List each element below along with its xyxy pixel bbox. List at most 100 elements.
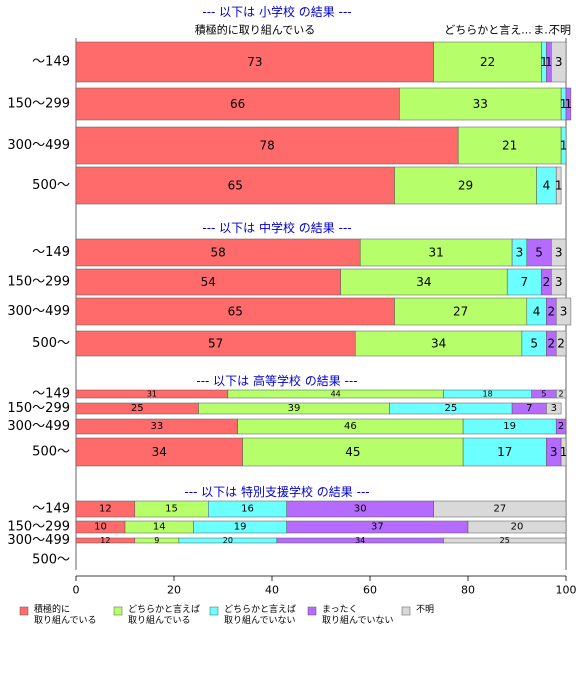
data-label: 30: [354, 504, 367, 515]
data-label: 1: [540, 55, 548, 69]
bar-segment: [457, 126, 562, 165]
bar-segment: [394, 166, 537, 205]
data-label: 17: [497, 445, 512, 459]
data-label: 2: [559, 390, 564, 399]
data-label: 44: [331, 390, 341, 399]
data-label: 2: [543, 275, 551, 289]
data-label: 33: [473, 97, 488, 111]
data-label: 7: [521, 275, 529, 289]
data-label: 15: [165, 504, 178, 515]
bar-segment: [526, 238, 552, 267]
data-label: 22: [480, 55, 495, 69]
data-label: 1: [560, 445, 568, 459]
data-label: 34: [355, 536, 365, 545]
data-label: 73: [247, 55, 262, 69]
data-label: 58: [210, 246, 225, 260]
data-label: 3: [516, 246, 524, 260]
data-label: 1: [545, 55, 553, 69]
bar-segment: [433, 500, 567, 518]
x-tick-label: 20: [167, 584, 181, 597]
bar-segment: [555, 297, 572, 326]
bar-segment: [75, 166, 395, 205]
bar-segment: [467, 520, 567, 534]
data-label: 3: [555, 55, 563, 69]
data-label: 3: [551, 403, 557, 414]
data-label: 20: [223, 536, 233, 545]
data-label: 12: [99, 504, 112, 515]
x-tick-label: 100: [556, 584, 577, 597]
bar-segment: [506, 268, 542, 296]
data-label: 37: [371, 522, 384, 533]
data-label: 2: [557, 337, 565, 351]
data-label: 12: [100, 536, 110, 545]
legend-label: どちらかと言えば: [224, 603, 296, 615]
data-label: 1: [560, 97, 568, 111]
data-label: 16: [241, 504, 254, 515]
data-label: 5: [535, 246, 543, 260]
legend-swatch: [113, 606, 123, 616]
category-label: 150～299: [7, 97, 70, 112]
data-label: 57: [208, 337, 223, 351]
category-label: 300～499: [7, 419, 70, 434]
top-label-col1: 積極的に取り組んでいる: [195, 23, 315, 37]
bar-segment: [75, 297, 395, 326]
bar-segment: [75, 238, 361, 267]
bar-segment: [555, 166, 562, 205]
category-label: ～149: [32, 245, 70, 260]
data-label: 2: [547, 305, 555, 319]
data-label: 7: [526, 403, 532, 414]
top-label-col4: 不明: [549, 24, 571, 37]
x-tick-label: 0: [73, 584, 80, 597]
data-label: 3: [550, 445, 558, 459]
category-label: 150～299: [7, 520, 70, 535]
data-label: 9: [154, 536, 159, 545]
legend-swatch: [19, 606, 29, 616]
top-label-col3: ま...: [533, 24, 555, 37]
legend-label: 取り組んでいない: [224, 614, 296, 626]
data-label: 2: [558, 421, 564, 432]
legend-label: 取り組んでいる: [128, 614, 191, 626]
data-label: 5: [530, 337, 538, 351]
data-label: 25: [131, 403, 144, 414]
data-label: 33: [150, 421, 163, 432]
bar-segment: [75, 41, 434, 83]
data-label: 10: [94, 522, 107, 533]
data-label: 31: [147, 390, 157, 399]
bar-segment: [565, 87, 572, 121]
legend-swatch: [209, 606, 219, 616]
data-label: 29: [458, 179, 473, 193]
panel-title: --- 以下は 高等学校 の結果 ---: [196, 373, 357, 388]
data-label: 34: [416, 275, 431, 289]
bar-segment: [555, 418, 567, 435]
bar-segment: [555, 389, 567, 399]
bar-segment: [443, 537, 567, 544]
legend-item: 積極的に取り組んでいる: [19, 603, 97, 626]
data-label: 1: [555, 179, 563, 193]
bar-segment: [75, 437, 243, 467]
data-label: 3: [560, 305, 568, 319]
legend-swatch: [307, 606, 317, 616]
category-label: 150～299: [7, 401, 70, 416]
bar-segment: [560, 437, 567, 467]
legend-label: まったく: [322, 604, 358, 615]
bar-segment: [551, 238, 567, 267]
data-label: 25: [500, 536, 510, 545]
data-label: 3: [555, 246, 563, 260]
data-label: 14: [153, 522, 166, 533]
category-label: 500～: [32, 336, 70, 351]
bar-segment: [555, 330, 567, 357]
category-label: 300～499: [7, 138, 70, 153]
data-label: 31: [429, 246, 444, 260]
bar-segment: [359, 238, 513, 267]
category-label: ～149: [32, 502, 70, 517]
data-label: 34: [431, 337, 446, 351]
data-label: 18: [483, 390, 493, 399]
data-label: 3: [555, 275, 563, 289]
category-label: 150～299: [7, 275, 70, 290]
legend-swatch: [401, 606, 411, 616]
data-label: 4: [543, 179, 551, 193]
